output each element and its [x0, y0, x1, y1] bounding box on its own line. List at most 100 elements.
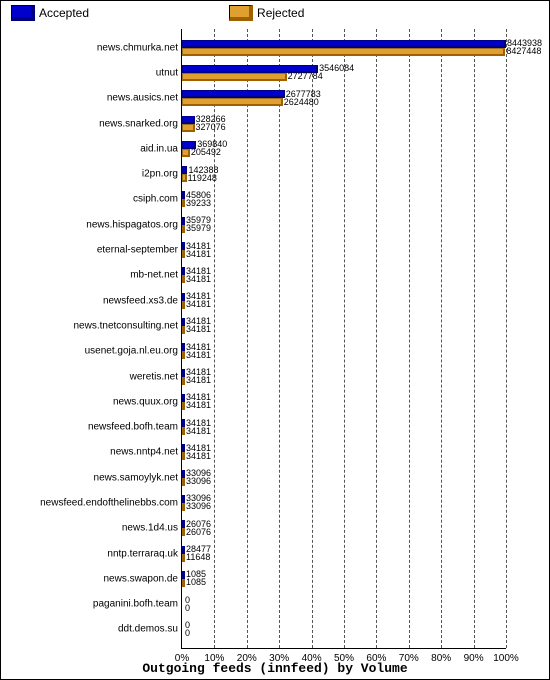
feed-row: paganini.bofh.team00 — [182, 592, 506, 617]
bar-accepted: 2677783 — [182, 90, 285, 98]
feed-row: news.swapon.de10851085 — [182, 566, 506, 591]
barset: 3418134181 — [182, 242, 506, 258]
bar-rejected: 205492 — [182, 149, 190, 157]
barset: 10851085 — [182, 571, 506, 587]
feed-row: csiph.com4580639233 — [182, 187, 506, 212]
feed-row: newsfeed.bofh.team3418134181 — [182, 414, 506, 439]
feed-label: i2pn.org — [142, 169, 178, 180]
bar-value-rejected: 8427448 — [503, 46, 541, 56]
bar-rejected: 11648 — [182, 554, 185, 562]
barset: 3309633096 — [182, 495, 506, 511]
feed-label: eternal-september — [97, 245, 178, 256]
feed-row: news.chmurka.net84439388427448 — [182, 35, 506, 60]
bar-rejected: 34181 — [182, 250, 185, 258]
barset: 3418134181 — [182, 369, 506, 385]
bar-rejected: 8427448 — [182, 48, 505, 56]
bar-value-rejected: 33096 — [183, 476, 211, 486]
bar-rejected: 119248 — [182, 174, 187, 182]
bar-value-rejected: 39233 — [183, 198, 211, 208]
feed-row: news.samoylyk.net3309633096 — [182, 465, 506, 490]
feed-label: utnut — [156, 67, 178, 78]
legend-item-accepted: Accepted — [11, 5, 89, 21]
bar-value-rejected: 119248 — [185, 173, 217, 183]
bar-value-rejected: 34181 — [183, 324, 211, 334]
bar-value-rejected: 34181 — [183, 299, 211, 309]
feed-row: newsfeed.xs3.de3418134181 — [182, 288, 506, 313]
bar-accepted: 8443938 — [182, 40, 506, 48]
bar-rejected: 34181 — [182, 402, 185, 410]
feed-row: nntp.terraraq.uk2847711648 — [182, 541, 506, 566]
feed-label: weretis.net — [130, 371, 178, 382]
feed-label: news.quux.org — [113, 396, 178, 407]
bar-rejected: 34181 — [182, 377, 185, 385]
feed-row: news.tnetconsulting.net3418134181 — [182, 313, 506, 338]
legend-swatch-rejected — [229, 5, 253, 21]
feed-row: newsfeed.endofthelinebbs.com3309633096 — [182, 490, 506, 515]
chart-container: Accepted Rejected 0%10%20%30%40%50%60%70… — [0, 0, 550, 680]
feed-row: aid.in.ua369840205492 — [182, 136, 506, 161]
barset: 3418134181 — [182, 343, 506, 359]
legend: Accepted Rejected — [11, 5, 539, 21]
bar-value-rejected: 0 — [182, 603, 190, 613]
legend-label-rejected: Rejected — [257, 6, 304, 20]
bar-rejected: 34181 — [182, 351, 185, 359]
bar-rejected: 34181 — [182, 452, 185, 460]
barset: 142388119248 — [182, 166, 506, 182]
barset: 369840205492 — [182, 141, 506, 157]
feed-label: news.ausics.net — [107, 93, 178, 104]
bar-value-rejected: 327076 — [193, 122, 226, 132]
barset: 00 — [182, 621, 506, 637]
feed-row: usenet.goja.nl.eu.org3418134181 — [182, 339, 506, 364]
feed-row: i2pn.org142388119248 — [182, 161, 506, 186]
feed-label: csiph.com — [133, 194, 178, 205]
plot-area: 0%10%20%30%40%50%60%70%80%90%100% news.c… — [181, 29, 506, 649]
bar-rejected: 33096 — [182, 478, 185, 486]
bar-value-rejected: 33096 — [183, 501, 211, 511]
bar-value-rejected: 34181 — [183, 451, 211, 461]
bar-rejected: 35979 — [182, 225, 185, 233]
feed-label: news.chmurka.net — [97, 42, 178, 53]
barset: 26777832624480 — [182, 90, 506, 106]
bar-rejected: 327076 — [182, 124, 195, 132]
chart-rows: news.chmurka.net84439388427448utnut35460… — [182, 35, 506, 642]
bar-value-rejected: 34181 — [183, 375, 211, 385]
feed-row: news.ausics.net26777832624480 — [182, 86, 506, 111]
bar-rejected: 34181 — [182, 275, 185, 283]
bar-rejected: 26076 — [182, 528, 185, 536]
bar-value-rejected: 34181 — [183, 350, 211, 360]
barset: 3418134181 — [182, 267, 506, 283]
barset: 3418134181 — [182, 318, 506, 334]
bar-value-rejected: 205492 — [188, 147, 221, 157]
bar-value-rejected: 11648 — [183, 552, 210, 562]
feed-label: paganini.bofh.team — [93, 599, 178, 610]
barset: 328266327076 — [182, 116, 506, 132]
bar-value-rejected: 26076 — [183, 527, 211, 537]
feed-label: news.nntp4.net — [110, 447, 178, 458]
bar-value-rejected: 34181 — [183, 274, 211, 284]
feed-label: news.hispagatos.org — [86, 219, 178, 230]
feed-row: news.hispagatos.org3597935979 — [182, 212, 506, 237]
feed-label: news.samoylyk.net — [94, 472, 178, 483]
feed-row: utnut35460842727784 — [182, 60, 506, 85]
legend-item-rejected: Rejected — [229, 5, 304, 21]
bar-value-rejected: 34181 — [183, 249, 211, 259]
bar-value-rejected: 2624480 — [281, 97, 319, 107]
feed-row: eternal-september3418134181 — [182, 237, 506, 262]
bar-rejected: 33096 — [182, 503, 185, 511]
bar-value-rejected: 34181 — [183, 400, 211, 410]
barset: 3418134181 — [182, 394, 506, 410]
barset: 2847711648 — [182, 546, 506, 562]
feed-label: ddt.demos.su — [118, 624, 178, 635]
barset: 84439388427448 — [182, 40, 506, 56]
legend-swatch-accepted — [11, 5, 35, 21]
feed-row: weretis.net3418134181 — [182, 364, 506, 389]
bar-value-rejected: 35979 — [183, 223, 211, 233]
barset: 4580639233 — [182, 191, 506, 207]
barset: 2607626076 — [182, 520, 506, 536]
feed-row: mb-net.net3418134181 — [182, 263, 506, 288]
feed-label: nntp.terraraq.uk — [107, 548, 178, 559]
bar-rejected: 34181 — [182, 301, 185, 309]
barset: 3418134181 — [182, 293, 506, 309]
bar-value-rejected: 2727784 — [285, 71, 323, 81]
bar-rejected: 34181 — [182, 326, 185, 334]
